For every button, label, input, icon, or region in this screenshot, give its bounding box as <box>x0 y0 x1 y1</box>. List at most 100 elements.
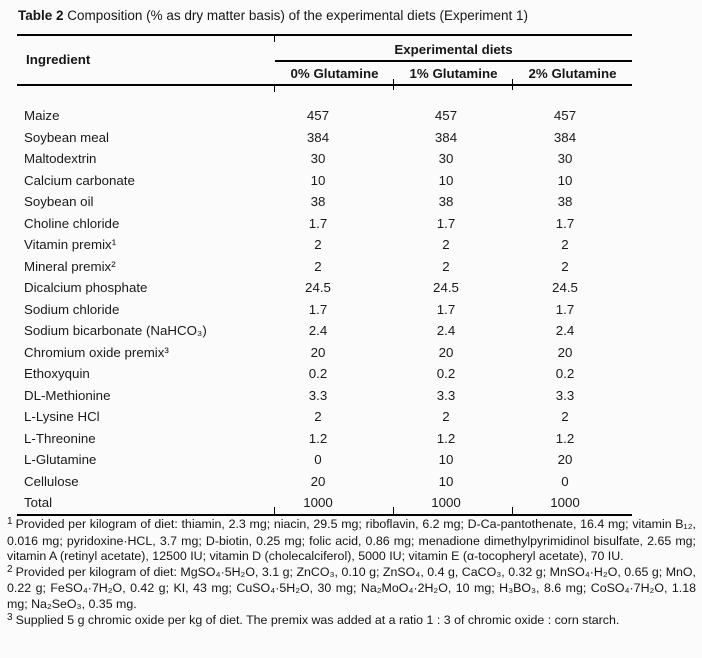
footnotes-block: 1 Provided per kilogram of diet: thiamin,… <box>7 516 696 629</box>
value-cell: 2.4 <box>308 323 328 339</box>
value-cell: 1.7 <box>436 301 456 317</box>
ingredient-cell: Soybean oil <box>24 194 94 210</box>
table-row: Choline chloride 1.7 1.7 1.7 <box>17 213 632 235</box>
column-divider-tick <box>274 85 276 92</box>
ingredient-cell: Maize <box>24 108 60 124</box>
value-cell: 384 <box>553 129 577 145</box>
value-cell: 0 <box>314 452 322 468</box>
table-row: L-Threonine 1.2 1.2 1.2 <box>17 428 632 450</box>
table-row: DL-Methionine 3.3 3.3 3.3 <box>17 385 632 407</box>
value-cell: 20 <box>557 344 573 360</box>
ingredient-cell: Calcium carbonate <box>24 172 135 188</box>
value-cell: 3.3 <box>308 387 328 403</box>
value-cell: 30 <box>310 151 326 167</box>
column-divider-tick <box>512 79 514 90</box>
group-header-experimental-diets: Experimental diets <box>394 42 513 57</box>
table-row: L-Lysine HCl 2 2 2 <box>17 406 632 428</box>
table-row: Chromium oxide premix³ 20 20 20 <box>17 342 632 364</box>
table-row: Sodium bicarbonate (NaHCO₃) 2.4 2.4 2.4 <box>17 320 632 342</box>
value-cell: 10 <box>310 172 326 188</box>
ingredient-cell: Maltodextrin <box>24 151 97 167</box>
column-divider-tick <box>512 507 514 514</box>
value-cell: 1000 <box>550 495 580 511</box>
value-cell: 20 <box>310 473 326 489</box>
value-cell: 30 <box>557 151 573 167</box>
column-divider-tick <box>393 507 395 514</box>
table-row: Dicalcium phosphate 24.5 24.5 24.5 <box>17 277 632 299</box>
value-cell: 2 <box>561 409 569 425</box>
footnote-text: Supplied 5 g chromic oxide per kg of die… <box>15 612 620 627</box>
column-header-2pct-glutamine: 2% Glutamine <box>528 66 617 81</box>
value-cell: 384 <box>434 129 458 145</box>
value-cell: 384 <box>306 129 330 145</box>
table-row: Calcium carbonate 10 10 10 <box>17 170 632 192</box>
value-cell: 2 <box>314 237 322 253</box>
column-divider-tick <box>393 79 395 90</box>
diet-column-headers: 0% Glutamine 1% Glutamine 2% Glutamine <box>275 66 632 81</box>
footnote-marker: 1 <box>7 516 13 527</box>
value-cell: 38 <box>310 194 326 210</box>
value-cell: 30 <box>438 151 454 167</box>
value-cell: 1.2 <box>436 430 456 446</box>
value-cell: 1000 <box>431 495 461 511</box>
column-divider-tick <box>274 507 276 514</box>
value-cell: 2 <box>561 258 569 274</box>
value-cell: 2 <box>561 237 569 253</box>
footnote: 2 Provided per kilogram of diet: MgSO₄·5H… <box>7 564 696 613</box>
ingredient-cell: Dicalcium phosphate <box>24 280 148 296</box>
table-row: L-Glutamine 0 10 20 <box>17 449 632 471</box>
value-cell: 457 <box>306 108 330 124</box>
value-cell: 3.3 <box>436 387 456 403</box>
table-row: Total 1000 1000 1000 <box>17 492 632 514</box>
table-rule-under-group-header <box>275 60 632 62</box>
value-cell: 0.2 <box>436 366 456 382</box>
ingredient-cell: Soybean meal <box>24 129 110 145</box>
value-cell: 20 <box>557 452 573 468</box>
footnote-text: Provided per kilogram of diet: MgSO₄·5H₂… <box>7 564 696 611</box>
value-cell: 2 <box>442 237 450 253</box>
value-cell: 0 <box>561 473 569 489</box>
value-cell: 20 <box>310 344 326 360</box>
footnote-marker: 3 <box>7 611 13 623</box>
table-caption-text: Composition (% as dry matter basis) of t… <box>67 8 528 23</box>
table-row: Soybean oil 38 38 38 <box>17 191 632 213</box>
value-cell: 457 <box>553 108 577 124</box>
ingredient-cell: L-Glutamine <box>24 452 97 468</box>
value-cell: 457 <box>434 108 458 124</box>
ingredient-cell: Total <box>24 495 53 511</box>
ingredient-cell: Cellulose <box>24 473 79 489</box>
table-body: Maize 457 457 457 Soybean meal 384 384 384 Malto… <box>17 105 632 514</box>
value-cell: 1.7 <box>308 215 328 231</box>
value-cell: 2 <box>314 409 322 425</box>
table-row: Maize 457 457 457 <box>17 105 632 127</box>
value-cell: 2.4 <box>436 323 456 339</box>
table-row: Cellulose 20 10 0 <box>17 471 632 493</box>
value-cell: 24.5 <box>433 280 459 296</box>
table-caption: Table 2 Composition (% as dry matter bas… <box>18 8 688 24</box>
ingredient-cell: Choline chloride <box>24 215 120 231</box>
column-divider-tick <box>274 35 276 42</box>
value-cell: 1.2 <box>555 430 575 446</box>
table-row: Soybean meal 384 384 384 <box>17 127 632 149</box>
value-cell: 38 <box>438 194 454 210</box>
table-row: Mineral premix² 2 2 2 <box>17 256 632 278</box>
table-caption-label: Table 2 <box>18 8 64 23</box>
column-header-ingredient: Ingredient <box>26 52 91 67</box>
ingredient-cell: Ethoxyquin <box>24 366 90 382</box>
ingredient-cell: Mineral premix² <box>24 258 116 274</box>
value-cell: 24.5 <box>305 280 331 296</box>
table-rule-top <box>17 34 632 36</box>
value-cell: 10 <box>557 172 573 188</box>
value-cell: 1000 <box>303 495 333 511</box>
value-cell: 10 <box>438 172 454 188</box>
value-cell: 1.7 <box>436 215 456 231</box>
value-cell: 10 <box>438 473 454 489</box>
value-cell: 20 <box>438 344 454 360</box>
ingredient-cell: Sodium bicarbonate (NaHCO₃) <box>24 323 207 339</box>
value-cell: 0.2 <box>308 366 328 382</box>
value-cell: 38 <box>557 194 573 210</box>
table-row: Maltodextrin 30 30 30 <box>17 148 632 170</box>
value-cell: 2 <box>442 409 450 425</box>
value-cell: 0.2 <box>555 366 575 382</box>
